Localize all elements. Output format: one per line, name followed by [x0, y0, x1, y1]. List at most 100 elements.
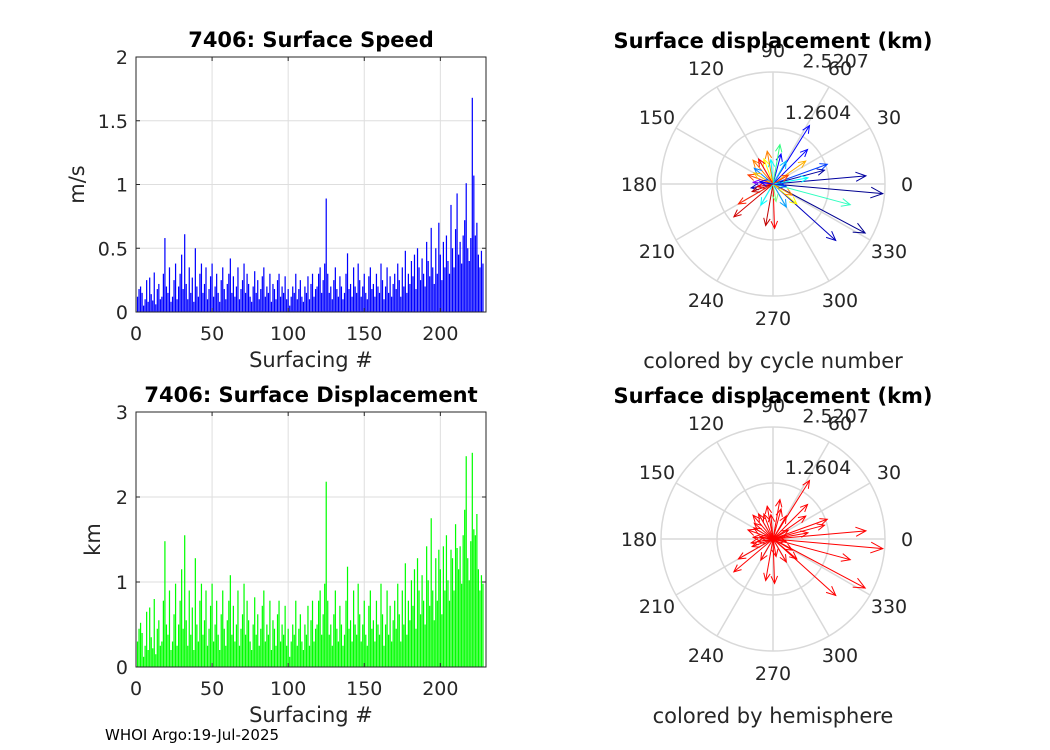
bar — [220, 614, 222, 667]
bar — [217, 634, 219, 667]
arrow-shaft — [759, 181, 774, 185]
bar — [462, 535, 464, 667]
arrow-shaft — [760, 183, 774, 206]
bar — [209, 276, 212, 312]
bar — [225, 645, 227, 667]
bar — [426, 546, 428, 667]
arrow-shaft — [772, 530, 866, 540]
bar — [275, 299, 277, 312]
polar-inner-ring — [716, 482, 830, 596]
bar — [257, 280, 259, 313]
bar — [193, 301, 195, 312]
bar — [381, 614, 384, 667]
bar — [433, 620, 435, 667]
bar — [381, 280, 384, 313]
bar — [430, 518, 432, 667]
arrow-head — [760, 552, 768, 562]
arrow-head — [779, 514, 787, 524]
bar — [339, 276, 341, 312]
polar-angle-label: 30 — [877, 107, 901, 129]
bar — [377, 286, 379, 312]
bar — [474, 535, 476, 667]
arrow-head — [737, 552, 747, 560]
displacement-arrow — [770, 183, 779, 230]
bar — [146, 611, 148, 667]
bar — [307, 605, 309, 667]
bar — [398, 614, 400, 667]
arrow-shaft — [772, 183, 777, 202]
displacement-arrow — [732, 538, 774, 573]
bar — [174, 263, 177, 312]
bar — [327, 600, 329, 667]
arrow-head — [799, 148, 809, 158]
bar — [322, 614, 324, 667]
bar — [190, 634, 192, 667]
bar — [313, 296, 315, 312]
bar — [415, 628, 417, 667]
bar — [343, 634, 346, 667]
bar — [146, 280, 148, 313]
bar — [188, 590, 190, 667]
arrow-shaft — [758, 513, 774, 540]
bar — [366, 645, 368, 667]
bar — [316, 624, 318, 667]
bar — [447, 261, 449, 312]
polar-angle-label: 300 — [822, 645, 858, 667]
displacement-arrow — [760, 183, 774, 207]
bar — [266, 286, 268, 312]
bar — [269, 273, 271, 312]
bar — [314, 628, 317, 667]
bar — [260, 289, 262, 312]
bar — [321, 292, 323, 313]
bar — [349, 620, 352, 667]
bar — [293, 292, 295, 313]
arrow-shaft — [772, 160, 787, 185]
arrow-shaft — [772, 532, 809, 540]
arrow-shaft — [772, 174, 789, 185]
bar — [231, 634, 233, 667]
displacement-arrow — [771, 183, 779, 203]
arrow-head — [775, 498, 783, 508]
bar — [339, 605, 341, 667]
bar — [412, 276, 414, 312]
arrow-shaft — [772, 518, 828, 540]
bar — [409, 620, 411, 667]
arrow-head — [797, 160, 807, 169]
bar — [144, 299, 146, 312]
arrow-shaft — [763, 513, 774, 540]
bar — [211, 263, 213, 312]
bar — [359, 280, 361, 313]
bar — [223, 289, 225, 312]
bar — [410, 580, 413, 667]
bar — [413, 254, 416, 313]
bar — [426, 241, 428, 313]
bar — [451, 248, 454, 312]
polar-angle-label: 0 — [901, 174, 913, 196]
polar-ring-label: 2.5207 — [802, 406, 868, 428]
displacement-arrow — [772, 538, 794, 551]
arrow-head — [802, 124, 811, 134]
bar — [389, 276, 391, 312]
arrow-head — [732, 564, 742, 573]
bar — [448, 273, 451, 312]
displacement-arrow — [772, 183, 794, 196]
bar — [243, 263, 245, 312]
arrow-shaft — [772, 183, 793, 196]
bar — [214, 286, 216, 312]
arrow-head — [763, 217, 771, 227]
polar-angle-label: 240 — [688, 290, 724, 312]
bar — [445, 235, 448, 312]
bar — [279, 296, 282, 312]
bar — [302, 301, 304, 312]
bar — [211, 583, 213, 667]
bar — [336, 628, 338, 667]
bar — [144, 645, 146, 667]
displacement-arrow — [752, 514, 774, 540]
bar — [357, 263, 359, 312]
bar — [418, 590, 420, 667]
arrow-head — [825, 231, 837, 242]
arrow-head — [751, 179, 761, 187]
chart-caption: colored by cycle number — [643, 349, 903, 373]
bar — [454, 229, 457, 313]
bar — [206, 645, 209, 667]
